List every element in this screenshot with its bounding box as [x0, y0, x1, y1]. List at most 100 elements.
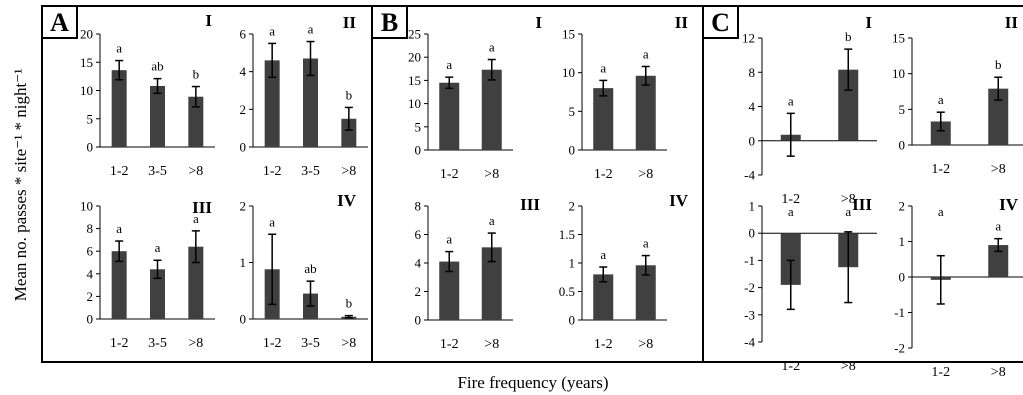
- x-tick-label: >8: [991, 162, 1006, 177]
- y-tick-label: 15: [408, 73, 421, 88]
- significance-letter: a: [643, 236, 649, 251]
- x-tick-label: 1-2: [110, 336, 129, 351]
- bar: [439, 261, 460, 320]
- significance-letter: a: [446, 232, 452, 247]
- subplot: 0 1 2 IV a 1-2 ab 3-5 b >8: [240, 191, 368, 351]
- significance-letter: a: [938, 92, 944, 107]
- subplot-title: I: [205, 11, 212, 30]
- bar: [635, 75, 656, 150]
- panel-letter-box: [41, 5, 78, 39]
- significance-letter: a: [845, 204, 851, 219]
- x-tick-label: 1-2: [440, 337, 459, 352]
- x-tick-label: 1-2: [594, 167, 613, 182]
- y-tick-label: 10: [892, 66, 905, 81]
- y-tick-label: 0.5: [559, 284, 575, 299]
- y-tick-label: 0: [240, 312, 247, 327]
- y-tick-label: -1: [744, 253, 755, 268]
- x-tick-label: >8: [341, 164, 356, 179]
- significance-letter: ab: [151, 59, 163, 74]
- significance-letter: b: [346, 296, 353, 311]
- bar: [303, 58, 318, 147]
- bar: [111, 251, 127, 319]
- y-tick-label: 10: [80, 83, 93, 98]
- significance-letter: a: [600, 60, 606, 75]
- x-tick-label: >8: [484, 337, 499, 352]
- x-tick-label: 1-2: [781, 192, 800, 207]
- y-tick-label: 5: [87, 111, 94, 126]
- panel-letter: B: [381, 8, 398, 37]
- y-tick-label: 2: [87, 289, 94, 304]
- subplot: 0 2 4 6 8 III a 1-2 a >8: [415, 195, 541, 352]
- y-tick-label: -4: [744, 168, 755, 183]
- y-tick-label: 2: [240, 199, 247, 214]
- y-tick-label: 10: [408, 96, 421, 111]
- significance-letter: a: [489, 213, 495, 228]
- subplot: -4 0 4 8 12 Ia 1-2 b >8: [742, 13, 877, 207]
- x-tick-label: 1-2: [110, 164, 129, 179]
- y-tick-label: 1: [240, 255, 247, 270]
- x-tick-label: >8: [638, 167, 653, 182]
- y-tick-label: 12: [742, 31, 755, 46]
- y-tick-label: 0: [87, 140, 94, 155]
- x-tick-label: 1-2: [263, 164, 282, 179]
- subplot-title: IV: [999, 195, 1019, 214]
- x-tick-label: 1-2: [440, 167, 459, 182]
- significance-letter: a: [269, 23, 275, 38]
- significance-letter: a: [489, 40, 495, 55]
- bar: [930, 121, 951, 145]
- x-tick-label: 3-5: [148, 164, 167, 179]
- subplot: -2 -1 0 1 2 IV a 1-2 a >8: [894, 195, 1023, 380]
- y-tick-label: -4: [744, 335, 755, 350]
- y-tick-label: 1.5: [559, 227, 575, 242]
- bar: [593, 274, 614, 320]
- panel-letter: A: [50, 8, 69, 37]
- y-tick-label: 2: [899, 199, 906, 214]
- y-tick-label: 0: [415, 143, 422, 158]
- significance-letter: b: [346, 87, 353, 102]
- y-tick-label: 2: [240, 102, 247, 117]
- subplot-title: I: [535, 13, 542, 32]
- y-tick-label: 0: [899, 138, 906, 153]
- significance-letter: a: [308, 22, 314, 37]
- subplot-title: II: [343, 13, 357, 32]
- y-tick-label: 0: [749, 226, 756, 241]
- y-tick-label: 4: [240, 64, 247, 79]
- significance-letter: a: [116, 41, 122, 56]
- y-tick-label: 8: [415, 199, 422, 214]
- x-tick-label: 1-2: [931, 365, 950, 380]
- panel-letter: C: [711, 8, 730, 37]
- x-tick-label: 3-5: [148, 336, 167, 351]
- bar: [635, 265, 656, 320]
- y-tick-label: 15: [562, 27, 575, 42]
- panel-frame: [702, 5, 1023, 363]
- y-tick-label: 6: [87, 244, 94, 259]
- x-tick-label: >8: [484, 167, 499, 182]
- panel-letter-box: [371, 5, 408, 39]
- x-tick-label: >8: [841, 192, 856, 207]
- significance-letter: ab: [304, 261, 316, 276]
- y-tick-label: 10: [562, 65, 575, 80]
- bar: [341, 118, 357, 147]
- x-tick-label: 1-2: [594, 337, 613, 352]
- significance-letter: a: [788, 93, 794, 108]
- y-tick-label: 1: [569, 256, 576, 271]
- y-tick-label: 15: [892, 31, 905, 46]
- subplot: 0 5 10 15 20 Ia 1-2 ab 3-5 b >8: [80, 11, 215, 179]
- y-tick-label: 25: [408, 27, 421, 42]
- y-tick-label: 6: [240, 27, 247, 42]
- subplot: 0 5 10 15 II a 1-2 a >8: [562, 13, 688, 182]
- y-tick-label: 2: [569, 199, 576, 214]
- y-tick-label: 4: [87, 266, 94, 281]
- bar: [780, 233, 801, 285]
- bar: [439, 82, 460, 150]
- y-tick-label: 0: [415, 313, 422, 328]
- subplot: 0 5 10 15 II a 1-2 b >8: [892, 13, 1023, 177]
- y-tick-label: 1: [749, 199, 756, 214]
- y-tick-label: -2: [894, 341, 905, 356]
- y-tick-label: 0: [569, 143, 576, 158]
- bar: [150, 269, 165, 319]
- subplot-title: III: [520, 195, 540, 214]
- x-tick-label: >8: [188, 164, 203, 179]
- y-tick-label: 20: [80, 27, 93, 42]
